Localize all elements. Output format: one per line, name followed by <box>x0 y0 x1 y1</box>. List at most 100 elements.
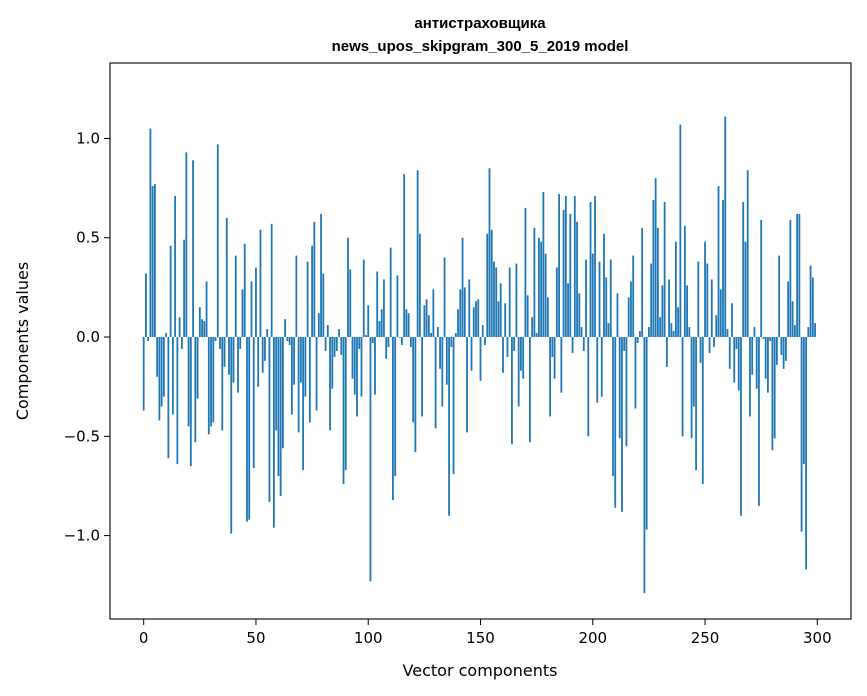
bar <box>573 196 576 338</box>
bar <box>710 279 713 338</box>
bar <box>239 337 242 349</box>
bar <box>726 329 729 338</box>
bar <box>434 337 437 429</box>
bar <box>405 309 408 338</box>
bar <box>529 337 531 443</box>
bar <box>248 337 251 520</box>
bar <box>609 259 612 338</box>
bar <box>178 317 181 338</box>
bar <box>607 323 610 338</box>
bar <box>387 337 390 347</box>
bar <box>663 202 666 338</box>
bar <box>333 337 336 357</box>
bar <box>488 168 491 338</box>
bar <box>306 261 309 338</box>
bar <box>789 219 792 338</box>
bar <box>659 317 662 338</box>
bar <box>481 325 484 338</box>
bar <box>546 297 549 338</box>
bar <box>457 309 459 338</box>
bar <box>632 255 635 338</box>
bar <box>596 337 599 403</box>
bar <box>773 337 776 439</box>
bar <box>811 277 814 338</box>
bar <box>681 337 684 437</box>
bar <box>463 287 466 338</box>
bar <box>634 337 637 409</box>
bar <box>814 323 816 338</box>
bar <box>275 337 278 431</box>
bar <box>746 170 749 338</box>
bar <box>284 319 287 338</box>
bar <box>517 337 520 407</box>
bar <box>351 337 354 379</box>
bar <box>313 221 316 338</box>
y-tick-label: −0.5 <box>64 427 100 445</box>
bar <box>414 337 417 453</box>
bar <box>304 337 307 397</box>
bar <box>362 259 365 338</box>
bar <box>322 273 325 338</box>
bar <box>335 337 338 351</box>
bar <box>234 255 237 338</box>
bar <box>302 337 305 471</box>
bar <box>344 337 347 471</box>
bar <box>203 321 206 338</box>
bar <box>740 337 742 516</box>
bar <box>751 337 754 375</box>
bar <box>331 337 334 389</box>
bar <box>798 213 801 338</box>
bar <box>374 337 376 395</box>
bar <box>401 337 403 345</box>
bar <box>360 337 363 397</box>
bar <box>228 337 230 375</box>
bar <box>219 337 221 349</box>
bar <box>311 245 313 338</box>
bar <box>800 337 803 532</box>
bar <box>683 225 686 338</box>
bar <box>733 337 736 383</box>
bar <box>443 257 446 338</box>
bar <box>585 259 587 338</box>
bar <box>762 337 765 340</box>
y-tick-label: 0.5 <box>76 229 100 247</box>
bar <box>266 329 269 338</box>
y-tick-label: 1.0 <box>76 129 100 147</box>
bars-group <box>142 116 816 594</box>
bar <box>392 337 394 500</box>
bar <box>594 196 596 338</box>
bar <box>499 283 502 338</box>
bar <box>690 337 693 439</box>
bar <box>605 277 608 338</box>
bar <box>358 337 361 349</box>
bar <box>764 337 767 379</box>
x-tick-label: 50 <box>246 629 265 647</box>
bar <box>744 241 747 338</box>
bar <box>445 337 448 385</box>
bar <box>324 337 327 351</box>
bar <box>511 337 513 445</box>
bar <box>149 128 152 338</box>
bar <box>531 317 534 338</box>
bar <box>695 337 697 471</box>
bar <box>708 337 711 353</box>
x-axis: 0 50 100 150 200 250 300 <box>139 619 832 647</box>
bar <box>378 321 381 338</box>
bar <box>277 337 280 477</box>
bar <box>230 337 233 534</box>
bar <box>809 265 812 338</box>
bar <box>367 305 370 338</box>
bar <box>326 325 329 338</box>
bar <box>432 289 435 338</box>
bar <box>639 331 641 338</box>
bar <box>396 275 399 338</box>
bar <box>654 178 657 338</box>
x-tick-label: 100 <box>354 629 383 647</box>
bar <box>340 337 343 355</box>
bar <box>308 337 311 423</box>
bar <box>448 337 450 516</box>
bar <box>643 337 646 594</box>
bar <box>782 337 785 369</box>
bar <box>652 200 655 338</box>
bar <box>778 255 781 338</box>
